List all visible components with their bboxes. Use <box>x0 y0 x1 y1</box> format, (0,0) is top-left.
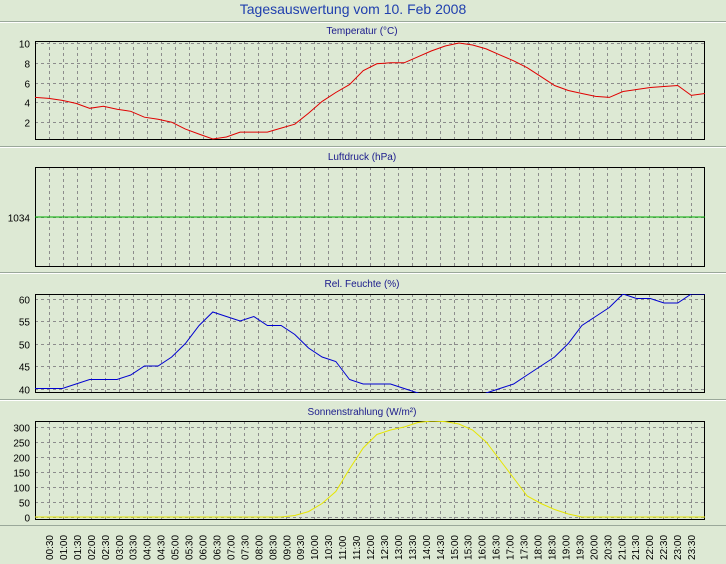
y-tick-label: 55 <box>19 318 31 329</box>
chart-panel-temperature: Temperatur (°C) 2 4 6 8 10 <box>0 21 726 140</box>
x-tick-label: 18:30 <box>548 535 559 560</box>
x-tick-label: 02:00 <box>87 535 98 560</box>
x-tick-label: 07:00 <box>226 535 237 560</box>
chart-panel-humidity: Rel. Feuchte (%) 40 45 50 55 60 <box>0 272 726 397</box>
x-tick-label: 03:00 <box>115 535 126 560</box>
x-tick-label: 14:00 <box>422 535 433 560</box>
x-tick-label: 16:00 <box>478 535 489 560</box>
y-tick-label: 8 <box>24 60 30 71</box>
x-tick-label: 12:30 <box>380 535 391 560</box>
x-tick-label: 22:00 <box>645 535 656 560</box>
plot-frame <box>35 421 705 520</box>
x-tick-label: 23:30 <box>687 534 698 559</box>
series-line-radiation <box>35 421 705 518</box>
x-tick-label: 15:30 <box>464 535 475 560</box>
y-tick-label: 300 <box>13 424 30 435</box>
x-tick-label: 03:30 <box>129 535 140 560</box>
panel-title: Rel. Feuchte (%) <box>324 279 399 290</box>
x-tick-label: 17:30 <box>520 534 531 559</box>
y-tick-label: 45 <box>19 363 31 374</box>
x-tick-label: 01:30 <box>73 535 84 560</box>
x-tick-label: 10:00 <box>310 535 321 560</box>
panel-title: Luftdruck (hPa) <box>328 152 396 163</box>
x-tick-label: 09:00 <box>282 535 293 560</box>
plot-frame <box>35 294 705 393</box>
y-tick-label: 50 <box>19 499 31 510</box>
y-tick-label: 40 <box>19 386 31 397</box>
x-tick-label: 04:30 <box>157 535 168 560</box>
x-tick-label: 12:00 <box>366 535 377 560</box>
x-tick-label: 13:00 <box>394 535 405 560</box>
series-line-temperature <box>35 42 705 140</box>
y-tick-label: 60 <box>19 296 31 307</box>
x-tick-label: 22:30 <box>659 535 670 560</box>
x-tick-label: 11:00 <box>338 535 349 560</box>
y-tick-label: 100 <box>13 484 30 495</box>
x-tick-label: 16:30 <box>492 535 503 560</box>
x-tick-label: 08:30 <box>268 535 279 560</box>
x-tick-label: 17:00 <box>506 535 517 560</box>
chart-panel-pressure: Luftdruck (hPa) 1034 <box>0 146 726 267</box>
x-tick-label: 21:00 <box>617 535 628 560</box>
y-tick-label: 50 <box>19 341 31 352</box>
y-tick-label: 200 <box>13 454 30 465</box>
x-tick-label: 00:30 <box>45 535 56 560</box>
x-tick-label: 15:00 <box>450 535 461 560</box>
x-tick-label: 10:30 <box>324 535 335 560</box>
x-tick-label: 21:30 <box>631 535 642 560</box>
y-tick-label: 1034 <box>8 214 31 225</box>
x-tick-label: 04:00 <box>143 535 154 560</box>
x-tick-label: 05:30 <box>185 534 196 559</box>
x-tick-label: 19:00 <box>561 535 572 560</box>
plot-frame <box>35 41 705 140</box>
x-tick-label: 07:30 <box>240 535 251 560</box>
x-tick-label: 20:30 <box>603 535 614 560</box>
x-tick-label: 14:30 <box>436 535 447 560</box>
y-tick-label: 10 <box>19 40 31 51</box>
x-tick-label: 11:30 <box>352 535 363 560</box>
panel-title: Sonnenstrahlung (W/m²) <box>308 407 417 418</box>
x-tick-label: 05:00 <box>171 535 182 560</box>
chart-panels: Temperatur (°C) 2 4 6 8 10 Luftdruck (hPa) 1034… <box>0 21 726 526</box>
x-tick-label: 08:00 <box>254 535 265 560</box>
page-title: Tagesauswertung vom 10. Feb 2008 <box>240 1 467 17</box>
y-tick-label: 6 <box>24 80 30 91</box>
panel-title: Temperatur (°C) <box>326 26 397 37</box>
series-line-humidity <box>35 294 705 393</box>
y-tick-label: 2 <box>24 119 30 130</box>
y-tick-label: 250 <box>13 439 30 450</box>
chart-panel-radiation: Sonnenstrahlung (W/m²) 0 50 100 150 200 250 300 <box>0 399 726 525</box>
y-tick-label: 150 <box>13 469 30 480</box>
y-tick-label: 4 <box>24 99 30 110</box>
x-tick-label: 19:30 <box>575 535 586 560</box>
x-tick-label: 01:00 <box>59 535 70 560</box>
x-tick-label: 23:00 <box>673 535 684 560</box>
x-tick-label: 06:30 <box>213 535 224 560</box>
x-tick-label: 13:30 <box>408 535 419 560</box>
y-tick-label: 0 <box>24 514 30 525</box>
x-tick-label: 20:00 <box>589 535 600 560</box>
x-tick-label: 09:30 <box>296 535 307 560</box>
x-tick-label: 06:00 <box>199 535 210 560</box>
x-axis: 00:30 01:00 01:30 02:00 02:30 03:00 03:30 04:00… <box>45 534 698 560</box>
x-tick-label: 02:30 <box>101 535 112 560</box>
x-tick-label: 18:00 <box>534 535 545 560</box>
